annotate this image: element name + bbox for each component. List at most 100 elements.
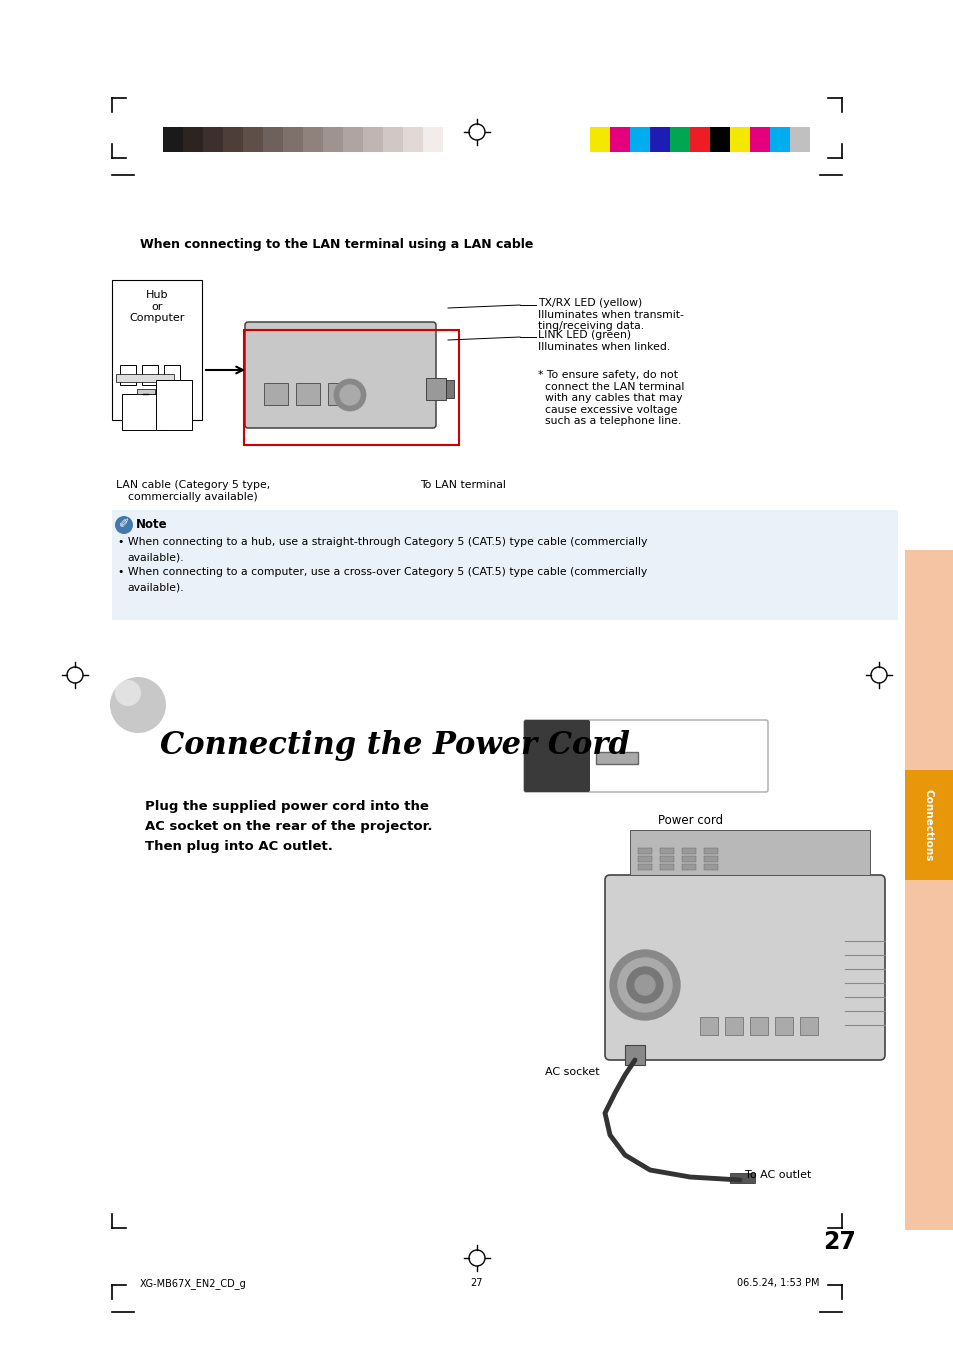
Bar	[724, 1017, 742, 1035]
Circle shape	[626, 967, 662, 1002]
Bar	[729, 127, 749, 153]
Bar	[800, 1017, 817, 1035]
Text: LAN cable (Category 5 type,
commercially available): LAN cable (Category 5 type, commercially…	[115, 480, 270, 501]
Bar	[382, 127, 402, 153]
Bar	[769, 127, 789, 153]
Bar	[629, 127, 649, 153]
Bar	[137, 389, 154, 394]
Bar	[703, 857, 718, 862]
Bar	[638, 857, 651, 862]
Bar	[295, 382, 319, 405]
Text: Note: Note	[136, 517, 168, 531]
Bar	[558, 721, 589, 790]
Text: * To ensure safety, do not
  connect the LAN terminal
  with any cables that may: * To ensure safety, do not connect the L…	[537, 370, 683, 427]
Text: AC socket: AC socket	[545, 1067, 599, 1077]
Bar	[363, 127, 382, 153]
Bar	[681, 857, 696, 862]
Bar	[659, 865, 673, 870]
FancyBboxPatch shape	[245, 322, 436, 428]
Bar	[749, 1017, 767, 1035]
Bar	[426, 378, 446, 400]
Bar	[264, 382, 288, 405]
Bar	[596, 753, 638, 765]
Text: available).: available).	[127, 553, 183, 563]
Bar	[112, 509, 897, 620]
Bar	[203, 127, 223, 153]
Text: AC socket on the rear of the projector.: AC socket on the rear of the projector.	[145, 820, 432, 834]
Bar	[303, 127, 323, 153]
Text: Power cord: Power cord	[658, 813, 722, 827]
Bar	[122, 394, 168, 430]
Bar	[624, 1046, 644, 1065]
Text: available).: available).	[127, 584, 183, 593]
Bar	[681, 865, 696, 870]
Text: Connections: Connections	[923, 789, 933, 861]
Bar	[120, 365, 136, 385]
Circle shape	[334, 380, 366, 411]
Text: To AC outlet: To AC outlet	[744, 1170, 810, 1179]
Text: ✐: ✐	[118, 519, 129, 531]
Text: 27: 27	[470, 1278, 483, 1288]
Bar	[729, 1173, 754, 1183]
Bar	[328, 382, 352, 405]
Text: • When connecting to a computer, use a cross-over Category 5 (CAT.5) type cable : • When connecting to a computer, use a c…	[118, 567, 646, 577]
Bar	[343, 127, 363, 153]
FancyBboxPatch shape	[523, 720, 589, 792]
Bar	[789, 127, 809, 153]
Circle shape	[609, 950, 679, 1020]
Bar	[638, 848, 651, 854]
Bar	[659, 848, 673, 854]
Circle shape	[635, 975, 655, 994]
Bar	[774, 1017, 792, 1035]
FancyBboxPatch shape	[604, 875, 884, 1061]
Bar	[700, 1017, 718, 1035]
Text: Supplied
accessory: Supplied accessory	[530, 809, 583, 831]
Bar	[589, 127, 609, 153]
Text: XG-MB67X_EN2_CD_g: XG-MB67X_EN2_CD_g	[140, 1278, 247, 1289]
Bar	[243, 127, 263, 153]
Bar	[669, 127, 689, 153]
Bar	[263, 127, 283, 153]
Bar	[681, 848, 696, 854]
Bar	[904, 550, 953, 1229]
Circle shape	[618, 958, 671, 1012]
Bar	[649, 127, 669, 153]
Bar	[183, 127, 203, 153]
Bar	[164, 365, 180, 385]
Bar	[659, 857, 673, 862]
Bar	[629, 830, 869, 875]
Text: Hub
or
Computer: Hub or Computer	[130, 290, 185, 323]
Circle shape	[110, 677, 166, 734]
Text: Plug the supplied power cord into the: Plug the supplied power cord into the	[145, 800, 429, 813]
Bar	[904, 770, 953, 880]
Bar	[638, 865, 651, 870]
Bar	[446, 380, 454, 399]
Bar	[749, 127, 769, 153]
Bar	[689, 127, 709, 153]
Bar	[223, 127, 243, 153]
Text: 27: 27	[822, 1229, 856, 1254]
Text: LINK LED (green)
Illuminates when linked.: LINK LED (green) Illuminates when linked…	[537, 330, 670, 351]
Circle shape	[115, 680, 141, 707]
Text: • When connecting to a hub, use a straight-through Category 5 (CAT.5) type cable: • When connecting to a hub, use a straig…	[118, 536, 647, 547]
Circle shape	[115, 516, 132, 534]
Bar	[609, 127, 629, 153]
Text: 06.5.24, 1:53 PM: 06.5.24, 1:53 PM	[737, 1278, 820, 1288]
Bar	[442, 127, 462, 153]
Bar	[156, 380, 192, 430]
Bar	[163, 127, 183, 153]
Text: Connecting the Power Cord: Connecting the Power Cord	[160, 730, 629, 761]
Bar	[703, 865, 718, 870]
FancyBboxPatch shape	[523, 720, 767, 792]
Bar	[422, 127, 442, 153]
Text: Then plug into AC outlet.: Then plug into AC outlet.	[145, 840, 333, 852]
Bar	[402, 127, 422, 153]
Bar	[703, 848, 718, 854]
Bar	[709, 127, 729, 153]
Circle shape	[339, 385, 359, 405]
Text: To LAN terminal: To LAN terminal	[419, 480, 505, 490]
Text: When connecting to the LAN terminal using a LAN cable: When connecting to the LAN terminal usin…	[140, 238, 533, 251]
Bar	[283, 127, 303, 153]
Bar	[116, 374, 173, 382]
Bar	[142, 365, 158, 385]
